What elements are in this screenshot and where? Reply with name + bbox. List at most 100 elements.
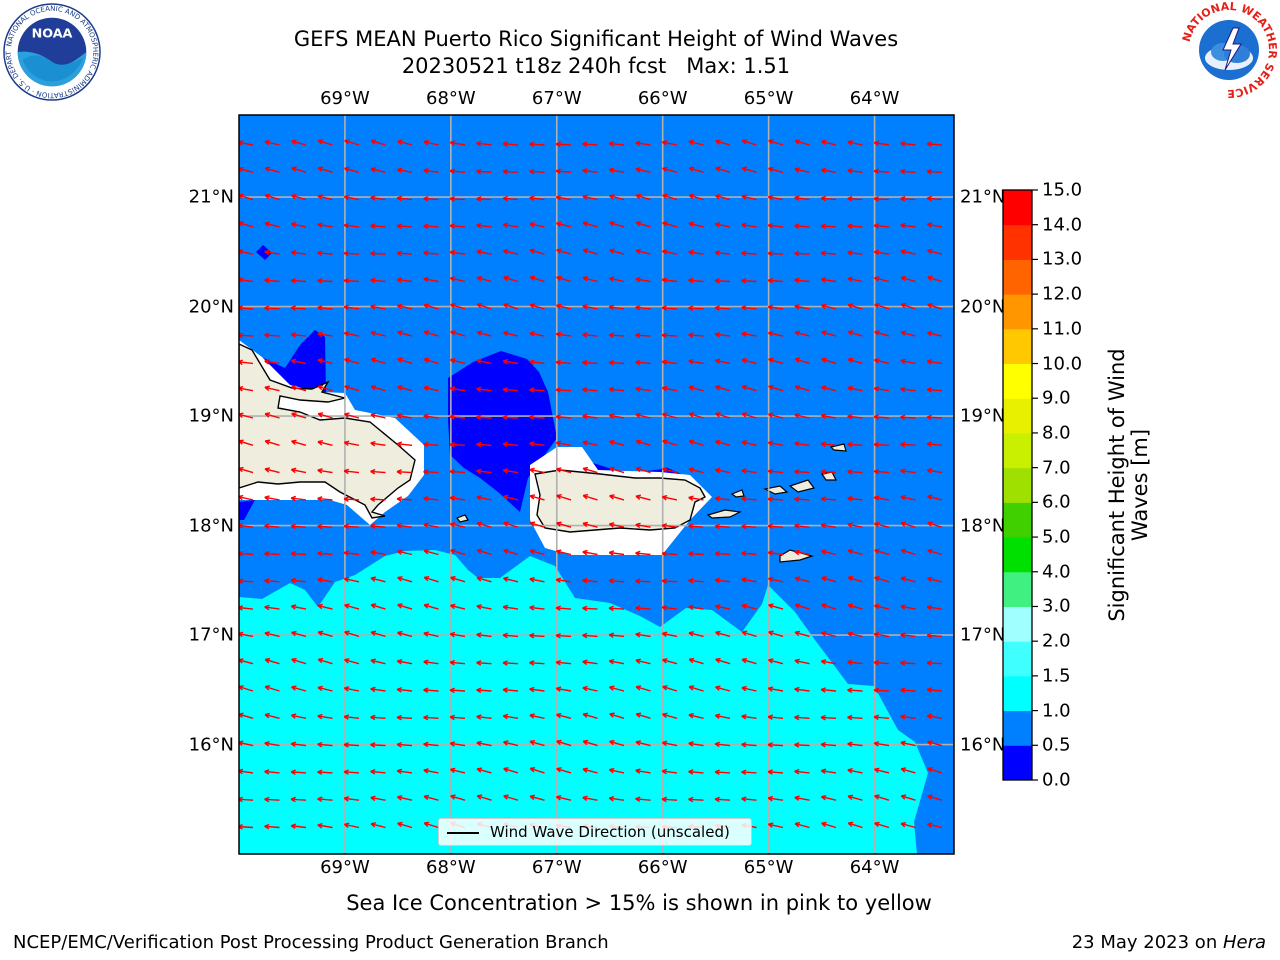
wave-direction-arrow <box>290 250 307 256</box>
wave-direction-arrow <box>264 823 280 830</box>
wave-direction-arrow <box>529 331 545 337</box>
footer-date: 23 May 2023 on Hera <box>1071 932 1266 953</box>
wave-direction-arrow <box>582 739 598 747</box>
wave-direction-arrow <box>476 358 492 365</box>
wave-direction-arrow <box>794 714 810 721</box>
land-culebra <box>730 489 745 498</box>
wave-direction-arrow <box>820 687 837 693</box>
wave-direction-arrow <box>741 304 757 311</box>
wave-direction-arrow <box>449 767 466 774</box>
wave-direction-arrow <box>370 496 386 503</box>
wave-direction-arrow <box>608 522 625 528</box>
wave-direction-arrow <box>688 277 704 284</box>
wave-direction-arrow <box>317 630 333 638</box>
wave-direction-arrow <box>529 605 545 611</box>
wave-direction-arrow <box>900 196 916 202</box>
wave-direction-arrow <box>900 494 916 501</box>
wave-direction-arrow <box>317 166 333 173</box>
wave-direction-arrow <box>874 821 890 829</box>
wave-direction-arrow <box>767 576 784 583</box>
wave-direction-arrow <box>741 412 757 419</box>
wave-direction-arrow <box>821 330 837 337</box>
wave-direction-arrow <box>688 796 704 803</box>
wave-direction-arrow <box>450 358 466 365</box>
wave-direction-arrow <box>343 496 360 502</box>
wave-direction-arrow <box>609 712 625 719</box>
wave-direction-arrow <box>264 551 280 557</box>
wave-direction-arrow <box>555 359 572 366</box>
wave-direction-arrow <box>370 384 386 392</box>
lon-tick-label-bottom: 68°W <box>425 857 476 878</box>
wave-direction-arrow <box>396 195 413 202</box>
wave-direction-arrow <box>370 304 386 310</box>
wave-direction-arrow <box>449 687 466 694</box>
wave-direction-arrow <box>847 495 863 502</box>
wave-direction-arrow <box>715 685 731 692</box>
wave-direction-arrow <box>768 603 784 610</box>
wave-direction-arrow <box>370 139 386 146</box>
wave-direction-arrow <box>873 414 890 420</box>
colorbar-segment <box>1003 641 1032 677</box>
wave-direction-arrow <box>317 741 333 748</box>
wave-direction-arrow <box>555 686 572 692</box>
wave-direction-arrow <box>821 821 837 829</box>
colorbar-tick-label: 1.5 <box>1042 665 1071 687</box>
wave-direction-arrow <box>794 686 810 693</box>
wave-direction-arrow <box>767 769 784 775</box>
wave-direction-arrow <box>608 167 625 174</box>
wave-direction-arrow <box>688 467 704 474</box>
wave-direction-arrow <box>821 385 837 392</box>
wave-direction-arrow <box>927 767 943 774</box>
wave-direction-arrow <box>688 657 704 665</box>
wave-direction-arrow <box>768 412 784 419</box>
wave-direction-arrow <box>370 795 386 802</box>
wave-direction-arrow <box>926 660 943 666</box>
wave-direction-arrow <box>873 714 890 721</box>
wave-direction-arrow <box>343 769 360 775</box>
wave-direction-arrow <box>767 550 784 556</box>
colorbar-frame <box>1002 189 1033 781</box>
wave-direction-arrow <box>847 575 863 583</box>
wave-direction-arrow <box>635 768 651 774</box>
colorbar-segment <box>1003 537 1032 573</box>
wave-direction-arrow <box>502 713 519 720</box>
wave-direction-arrow <box>715 630 731 638</box>
wave-direction-arrow <box>529 303 545 310</box>
lon-tick-label-top: 65°W <box>743 88 794 109</box>
wave-direction-arrow <box>926 713 943 720</box>
wave-direction-arrow <box>900 604 916 610</box>
wave-direction-arrow <box>529 221 545 228</box>
wave-direction-arrow <box>290 332 307 338</box>
wave-direction-arrow <box>661 277 678 283</box>
wave-direction-arrow <box>264 277 280 284</box>
colorbar-tick-label: 6.0 <box>1042 491 1071 513</box>
wave-direction-arrow <box>900 767 916 774</box>
wave-direction-arrow <box>343 250 360 257</box>
wave-direction-arrow <box>741 796 757 802</box>
wave-direction-arrow <box>847 741 863 748</box>
chart-subtitle-forecast: 20230521 t18z 240h fcst Max: 1.51 <box>401 54 791 78</box>
wave-direction-arrow <box>396 549 413 556</box>
wave-direction-arrow <box>874 548 890 556</box>
wave-direction-arrow <box>926 414 943 421</box>
wave-direction-arrow <box>502 248 519 255</box>
wind-wave-direction-arrows <box>239 139 943 830</box>
wave-direction-arrow <box>900 468 916 475</box>
wave-direction-arrow <box>900 441 916 448</box>
wave-direction-arrow <box>900 687 916 694</box>
wave-direction-arrow <box>847 522 863 528</box>
wave-direction-arrow <box>820 303 837 310</box>
wave-direction-arrow <box>714 713 731 720</box>
wave-direction-arrow <box>396 303 413 310</box>
wave-direction-arrow <box>794 658 810 665</box>
wave-direction-arrow <box>688 305 704 311</box>
wave-direction-arrow <box>502 441 519 448</box>
wave-direction-arrow <box>662 466 678 474</box>
wave-direction-arrow <box>239 824 254 830</box>
wave-direction-arrow <box>370 630 386 638</box>
wave-direction-arrow <box>688 769 704 775</box>
wave-direction-arrow <box>661 523 678 529</box>
wave-direction-arrow <box>582 387 598 393</box>
wave-direction-arrow <box>794 330 810 337</box>
wave-direction-arrow <box>423 659 439 666</box>
